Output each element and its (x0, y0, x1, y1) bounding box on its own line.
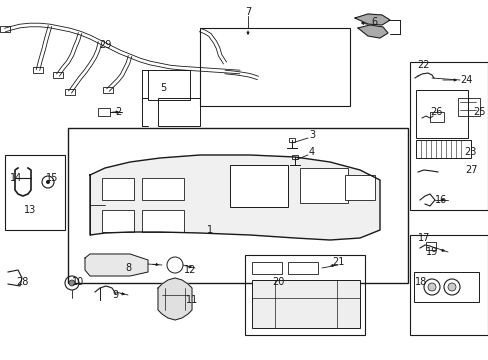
Bar (409, 62, 487, 210)
Bar (142, 178, 183, 200)
Bar (158, 98, 200, 126)
Text: 4: 4 (308, 147, 314, 157)
Text: 21: 21 (331, 257, 344, 267)
Text: 28: 28 (16, 277, 28, 287)
Text: 19: 19 (425, 247, 437, 257)
Text: 26: 26 (429, 107, 441, 117)
Text: 11: 11 (185, 295, 198, 305)
Text: 7: 7 (244, 7, 251, 17)
Text: 8: 8 (124, 263, 131, 273)
Bar (148, 70, 190, 100)
Bar (251, 280, 359, 328)
Text: 22: 22 (417, 60, 429, 70)
Polygon shape (85, 254, 148, 276)
Bar (102, 210, 134, 232)
Text: 12: 12 (183, 265, 196, 275)
Text: 10: 10 (72, 277, 84, 287)
Bar (103, 87, 113, 93)
Text: 24: 24 (459, 75, 471, 85)
Bar (229, 165, 287, 207)
Text: 1: 1 (206, 225, 213, 235)
Circle shape (69, 280, 75, 286)
Bar (429, 112, 443, 122)
Text: 15: 15 (46, 173, 58, 183)
Bar (68, 128, 407, 283)
Text: 27: 27 (465, 165, 477, 175)
Circle shape (46, 180, 50, 184)
Circle shape (427, 283, 435, 291)
Bar (425, 242, 435, 250)
Text: 16: 16 (434, 195, 446, 205)
Bar (413, 272, 478, 302)
Bar (5, 155, 65, 230)
Text: 17: 17 (417, 233, 429, 243)
Polygon shape (90, 155, 379, 240)
Bar (142, 210, 183, 232)
Polygon shape (354, 14, 389, 25)
Circle shape (447, 283, 455, 291)
Bar (345, 175, 374, 200)
Text: 18: 18 (414, 277, 426, 287)
Text: 13: 13 (24, 205, 36, 215)
Bar (409, 235, 487, 335)
Bar (0, 26, 10, 32)
Bar (200, 28, 349, 106)
Bar (415, 140, 470, 158)
Bar (299, 168, 347, 203)
Bar (415, 90, 467, 138)
Bar (53, 72, 63, 78)
Bar (251, 262, 282, 274)
Text: 25: 25 (473, 107, 485, 117)
Text: 2: 2 (115, 107, 121, 117)
Bar (65, 89, 75, 95)
Text: 5: 5 (160, 83, 166, 93)
Bar (291, 155, 297, 159)
Bar (102, 178, 134, 200)
Text: 29: 29 (99, 40, 111, 50)
Bar (287, 262, 317, 274)
Text: 9: 9 (112, 290, 118, 300)
Bar (33, 67, 43, 73)
Text: 20: 20 (271, 277, 284, 287)
Bar (244, 255, 364, 335)
Text: 3: 3 (308, 130, 314, 140)
Text: 14: 14 (10, 173, 22, 183)
Polygon shape (357, 25, 387, 38)
Bar (288, 138, 294, 142)
Bar (457, 98, 479, 116)
Text: 23: 23 (463, 147, 475, 157)
Polygon shape (158, 278, 192, 320)
Text: 6: 6 (370, 17, 376, 27)
Bar (98, 108, 110, 116)
